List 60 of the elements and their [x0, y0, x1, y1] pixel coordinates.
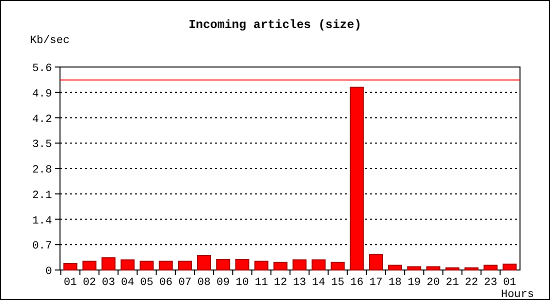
bar: [350, 86, 364, 270]
bar: [102, 257, 116, 270]
x-axis-title: Hours: [500, 289, 534, 300]
chart-title: Incoming articles (size): [188, 18, 362, 32]
bar: [82, 260, 96, 270]
x-tick-label: 08: [197, 277, 211, 289]
x-tick-label: 09: [216, 277, 230, 289]
bar: [197, 255, 212, 270]
bar: [312, 259, 326, 270]
bar: [235, 258, 250, 270]
x-tick-label: 22: [464, 277, 478, 289]
bar: [484, 264, 498, 270]
bar: [368, 254, 383, 270]
x-tick-label: 02: [82, 277, 96, 289]
y-tick-label: 0.7: [32, 240, 52, 253]
x-tick-label: 07: [178, 277, 192, 289]
y-tick-label: 0: [45, 266, 52, 278]
x-tick-label: 06: [159, 277, 172, 289]
bar: [426, 266, 440, 270]
bar: [178, 260, 192, 270]
bar: [140, 260, 154, 270]
bar: [273, 262, 288, 270]
bar: [502, 264, 517, 270]
x-tick-label: 04: [121, 277, 135, 289]
x-tick-label: 23: [484, 277, 498, 289]
bar: [388, 264, 402, 270]
x-tick-label: 10: [236, 277, 249, 289]
x-tick-label: 11: [254, 277, 268, 289]
x-tick-label: 14: [312, 277, 326, 289]
bar: [158, 260, 173, 270]
x-tick-label: 05: [140, 277, 154, 289]
x-tick-label: 17: [369, 277, 383, 289]
x-tick-label: 03: [102, 277, 116, 289]
bar: [445, 267, 460, 270]
bar: [407, 266, 422, 270]
bar: [464, 267, 478, 270]
y-tick-label: 5.6: [32, 63, 52, 75]
y-tick-label: 2.8: [32, 164, 52, 176]
bar: [63, 262, 78, 270]
y-tick-label: 2.1: [32, 190, 52, 202]
y-tick-label: 1.4: [32, 215, 52, 228]
x-tick-label: 19: [408, 277, 421, 289]
y-tick-label: 4.2: [32, 114, 52, 126]
y-axis-title: Kb/sec: [30, 35, 70, 47]
bar: [330, 262, 345, 270]
x-tick-label: 01: [503, 277, 517, 289]
x-tick-label: 21: [446, 277, 460, 289]
x-tick-label: 01: [64, 277, 78, 289]
x-tick-label: 15: [331, 277, 344, 289]
x-tick-label: 12: [274, 277, 288, 289]
y-tick-label: 4.9: [32, 88, 52, 100]
y-tick-label: 3.5: [32, 139, 52, 152]
x-tick-label: 16: [350, 277, 364, 289]
x-tick-label: 13: [292, 277, 306, 289]
x-tick-label: 18: [388, 277, 402, 289]
x-tick-label: 20: [426, 277, 440, 289]
bar: [120, 259, 135, 270]
bar: [254, 260, 268, 270]
bar: [292, 259, 307, 270]
bar: [216, 258, 230, 270]
